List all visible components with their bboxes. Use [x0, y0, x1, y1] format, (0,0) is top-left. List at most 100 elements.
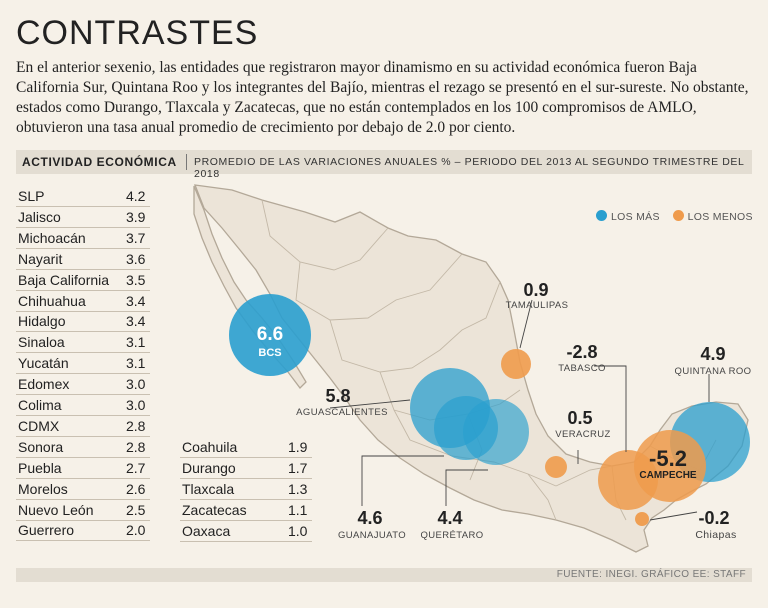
tabasco-label: TABASCO	[558, 363, 606, 374]
state-value: 1.1	[288, 501, 308, 518]
state-name: Colima	[18, 397, 62, 413]
state-value: 3.0	[126, 397, 146, 413]
state-value: 3.1	[126, 355, 146, 372]
state-value: 3.7	[126, 229, 146, 246]
veracruz-bubble	[545, 456, 567, 478]
state-name: Tlaxcala	[182, 480, 235, 497]
leader-lines	[329, 299, 710, 521]
state-name: Guerrero	[18, 522, 75, 539]
state-name: Oaxaca	[182, 522, 231, 539]
tamaulipas-label: TAMAULIPAS	[506, 300, 569, 311]
tamaulipas-value: 0.9	[523, 280, 548, 300]
aguascalientes-label: AGUASCALIENTES	[296, 407, 388, 418]
intro-paragraph: En el anterior sexenio, las entidades qu…	[16, 59, 749, 136]
table-row: Tlaxcala 1.3	[180, 479, 312, 500]
tamaulipas-bubble	[501, 349, 531, 379]
aguascalientes-value: 5.8	[325, 386, 350, 406]
state-value: 2.8	[126, 438, 146, 455]
campeche-value: -5.2	[649, 446, 687, 471]
state-value: 1.7	[288, 459, 308, 476]
state-name: Morelos	[18, 480, 68, 497]
state-name: Sinaloa	[18, 334, 65, 351]
table-row: Sinaloa 3.1	[16, 332, 150, 354]
bubbles	[229, 294, 750, 526]
guanajuato-value: 4.6	[357, 508, 382, 528]
footer-bar: FUENTE: INEGI. GRÁFICO EE: STAFF	[16, 568, 752, 582]
table-row: Nuevo León 2.5	[16, 500, 150, 521]
section-label: ACTIVIDAD ECONÓMICA	[22, 155, 177, 169]
state-name: Nuevo León	[18, 501, 94, 518]
table-row: Chihuahua 3.4	[16, 291, 150, 312]
state-name: Durango	[182, 459, 236, 476]
veracruz-value: 0.5	[567, 408, 592, 428]
guanajuato-label: GUANAJUATO	[338, 530, 406, 541]
section-subtitle: PROMEDIO DE LAS VARIACIONES ANUALES % – …	[194, 156, 745, 180]
table-row: Sonora 2.8	[16, 437, 150, 458]
state-value: 2.7	[126, 459, 146, 476]
table-row: CDMX 2.8	[16, 416, 150, 437]
tabasco-value: -2.8	[566, 342, 597, 362]
queretaro-label: QUERÉTARO	[420, 530, 483, 541]
state-name: Coahuila	[182, 439, 238, 455]
state-value: 3.4	[126, 292, 146, 309]
state-value: 3.6	[126, 250, 146, 267]
table-row: Baja California 3.5	[16, 270, 150, 291]
state-value: 3.1	[126, 334, 146, 351]
chiapas-label: Chiapas	[695, 529, 736, 541]
state-name: Yucatán	[18, 355, 69, 372]
state-name: Edomex	[18, 376, 70, 393]
source-credit: FUENTE: INEGI. GRÁFICO EE: STAFF	[556, 569, 746, 580]
state-value: 2.0	[126, 522, 146, 539]
campeche-label: CAMPECHE	[639, 470, 697, 481]
state-value: 2.6	[126, 480, 146, 497]
bcs-value: 6.6	[257, 324, 283, 345]
table-row: Durango 1.7	[180, 458, 312, 479]
state-value: 2.8	[126, 417, 146, 434]
state-name: Jalisco	[18, 208, 61, 225]
table-row: Yucatán 3.1	[16, 353, 150, 375]
state-name: Chihuahua	[18, 292, 86, 309]
state-name: Nayarit	[18, 250, 63, 267]
bcs-bubble	[229, 294, 311, 376]
state-name: Zacatecas	[182, 501, 247, 518]
campeche-bubble	[634, 430, 706, 502]
state-value: 1.0	[288, 522, 308, 539]
table-row: Nayarit 3.6	[16, 249, 150, 270]
page-title: CONTRASTES	[16, 14, 259, 52]
state-value: 2.5	[126, 501, 146, 518]
chiapas-bubble	[635, 512, 649, 526]
least-legend-dot	[672, 210, 684, 221]
header-divider	[186, 154, 187, 170]
state-name: SLP	[18, 188, 45, 204]
state-value: 4.2	[126, 188, 146, 204]
table-row: Edomex 3.0	[16, 374, 150, 396]
state-value: 3.4	[126, 313, 146, 330]
legend-least: LOS MENOS	[687, 211, 753, 223]
table-row: Michoacán 3.7	[16, 228, 150, 249]
map-legend: LOS MÁS LOS MENOS	[596, 210, 753, 223]
queretaro-value: 4.4	[437, 508, 462, 528]
state-name: Baja California	[18, 271, 110, 288]
quintana-roo-label: QUINTANA ROO	[675, 366, 752, 377]
table-row: Guerrero 2.0	[16, 520, 150, 542]
table-row: Jalisco 3.9	[16, 207, 150, 228]
states-table-right: Coahuila 1.9 Durango 1.7 Tlaxcala 1.3 Zacateca…	[180, 437, 312, 547]
state-value: 1.9	[288, 439, 308, 455]
state-name: CDMX	[18, 417, 60, 434]
table-row: Oaxaca 1.0	[180, 521, 312, 542]
legend-most: LOS MÁS	[611, 211, 660, 223]
table-row: Puebla 2.7	[16, 458, 150, 479]
state-value: 3.9	[126, 208, 146, 225]
table-row: Zacatecas 1.1	[180, 500, 312, 521]
table-row: Morelos 2.6	[16, 479, 150, 500]
state-value: 3.0	[126, 376, 146, 393]
baja-california-shape	[193, 185, 307, 389]
state-name: Hidalgo	[18, 313, 66, 330]
table-row: SLP 4.2	[16, 186, 150, 207]
state-value: 1.3	[288, 480, 308, 497]
quintana-roo-value: 4.9	[700, 344, 725, 364]
chiapas-value: -0.2	[698, 508, 729, 528]
state-name: Puebla	[18, 459, 62, 476]
state-name: Sonora	[18, 438, 64, 455]
